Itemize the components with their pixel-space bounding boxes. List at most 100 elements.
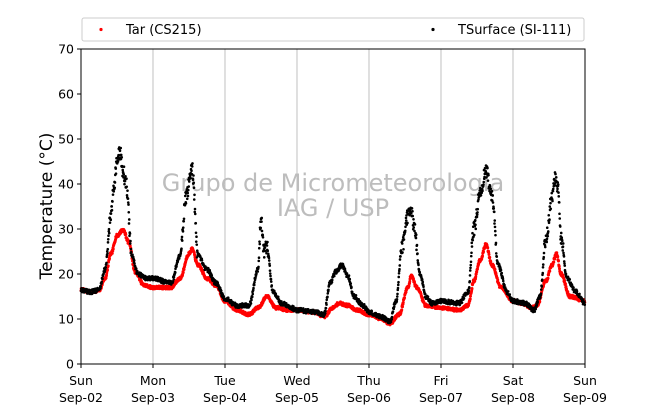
data-point bbox=[195, 243, 199, 246]
data-point bbox=[540, 278, 544, 281]
data-point bbox=[128, 242, 132, 245]
data-point bbox=[399, 255, 402, 258]
data-point bbox=[396, 283, 400, 287]
data-point bbox=[125, 177, 128, 180]
data-point bbox=[564, 284, 568, 288]
data-point bbox=[578, 292, 581, 296]
data-point bbox=[268, 269, 272, 272]
data-point bbox=[551, 199, 554, 203]
data-point bbox=[112, 190, 116, 193]
data-point bbox=[414, 233, 418, 237]
data-point bbox=[422, 285, 425, 288]
data-point bbox=[180, 239, 184, 242]
data-point bbox=[492, 207, 496, 210]
data-point bbox=[133, 262, 136, 265]
data-point bbox=[468, 297, 472, 301]
data-point bbox=[176, 260, 180, 263]
data-point bbox=[128, 232, 132, 235]
data-point bbox=[546, 276, 550, 280]
data-point bbox=[471, 231, 474, 235]
data-point bbox=[563, 262, 566, 265]
data-point bbox=[566, 275, 570, 279]
data-point bbox=[401, 235, 405, 239]
data-point bbox=[180, 247, 183, 251]
data-point bbox=[108, 257, 111, 261]
data-point bbox=[494, 271, 498, 275]
data-point bbox=[348, 277, 352, 281]
data-point bbox=[468, 280, 472, 283]
data-point bbox=[103, 268, 107, 271]
data-point bbox=[556, 181, 560, 184]
data-point bbox=[410, 207, 414, 210]
legend-marker-tar bbox=[99, 27, 103, 32]
data-point bbox=[219, 289, 223, 293]
y-axis-label: Temperature (°C) bbox=[37, 133, 57, 281]
data-point bbox=[119, 146, 123, 150]
data-point bbox=[556, 187, 559, 191]
data-point bbox=[404, 219, 408, 222]
data-point bbox=[562, 260, 566, 263]
data-point bbox=[118, 149, 122, 153]
data-point bbox=[491, 194, 495, 197]
data-point bbox=[258, 242, 262, 246]
data-point bbox=[470, 245, 474, 248]
data-point bbox=[260, 220, 263, 223]
data-point bbox=[192, 198, 196, 201]
data-point bbox=[477, 198, 480, 201]
data-point bbox=[559, 231, 563, 235]
data-point bbox=[556, 183, 560, 186]
data-point bbox=[557, 191, 560, 194]
data-point bbox=[562, 255, 566, 258]
data-point bbox=[412, 226, 416, 229]
data-point bbox=[190, 165, 194, 168]
data-point bbox=[416, 259, 420, 262]
data-point bbox=[131, 253, 134, 256]
data-point bbox=[129, 239, 132, 243]
data-point bbox=[549, 207, 553, 211]
data-point bbox=[575, 289, 579, 293]
data-point bbox=[536, 300, 540, 304]
data-point bbox=[392, 307, 396, 311]
data-point bbox=[421, 280, 425, 284]
data-point bbox=[469, 263, 473, 267]
data-point bbox=[362, 303, 366, 306]
data-point bbox=[116, 160, 120, 163]
data-point bbox=[539, 292, 543, 296]
data-point bbox=[546, 230, 550, 233]
data-point bbox=[124, 174, 127, 178]
data-point bbox=[493, 222, 496, 225]
data-point bbox=[267, 256, 271, 260]
data-point bbox=[423, 292, 427, 296]
data-point bbox=[414, 236, 418, 240]
data-point bbox=[396, 286, 400, 290]
data-point bbox=[474, 277, 477, 281]
data-point bbox=[99, 285, 103, 288]
data-point bbox=[108, 221, 112, 224]
x-tick-label-date: Sep-09 bbox=[563, 390, 607, 405]
data-point bbox=[257, 265, 260, 269]
data-point bbox=[554, 176, 558, 179]
data-point bbox=[471, 238, 475, 242]
data-point bbox=[350, 285, 353, 289]
data-point bbox=[469, 294, 472, 298]
data-point bbox=[200, 259, 204, 262]
x-tick-label-day: Mon bbox=[140, 373, 166, 388]
data-point bbox=[349, 282, 353, 285]
data-point bbox=[266, 249, 270, 253]
data-point bbox=[261, 235, 265, 239]
data-point bbox=[121, 168, 125, 172]
data-point bbox=[126, 189, 129, 192]
data-point bbox=[401, 251, 404, 254]
data-point bbox=[210, 274, 214, 277]
data-point bbox=[262, 256, 266, 259]
data-point bbox=[194, 221, 198, 225]
data-point bbox=[492, 210, 496, 214]
data-point bbox=[104, 266, 108, 269]
data-point bbox=[191, 178, 195, 181]
data-point bbox=[406, 221, 409, 225]
data-point bbox=[173, 271, 177, 274]
data-point bbox=[397, 280, 400, 284]
data-point bbox=[113, 186, 117, 190]
data-point bbox=[411, 214, 415, 218]
legend-label-tsurface: TSurface (SI-111) bbox=[457, 23, 571, 38]
